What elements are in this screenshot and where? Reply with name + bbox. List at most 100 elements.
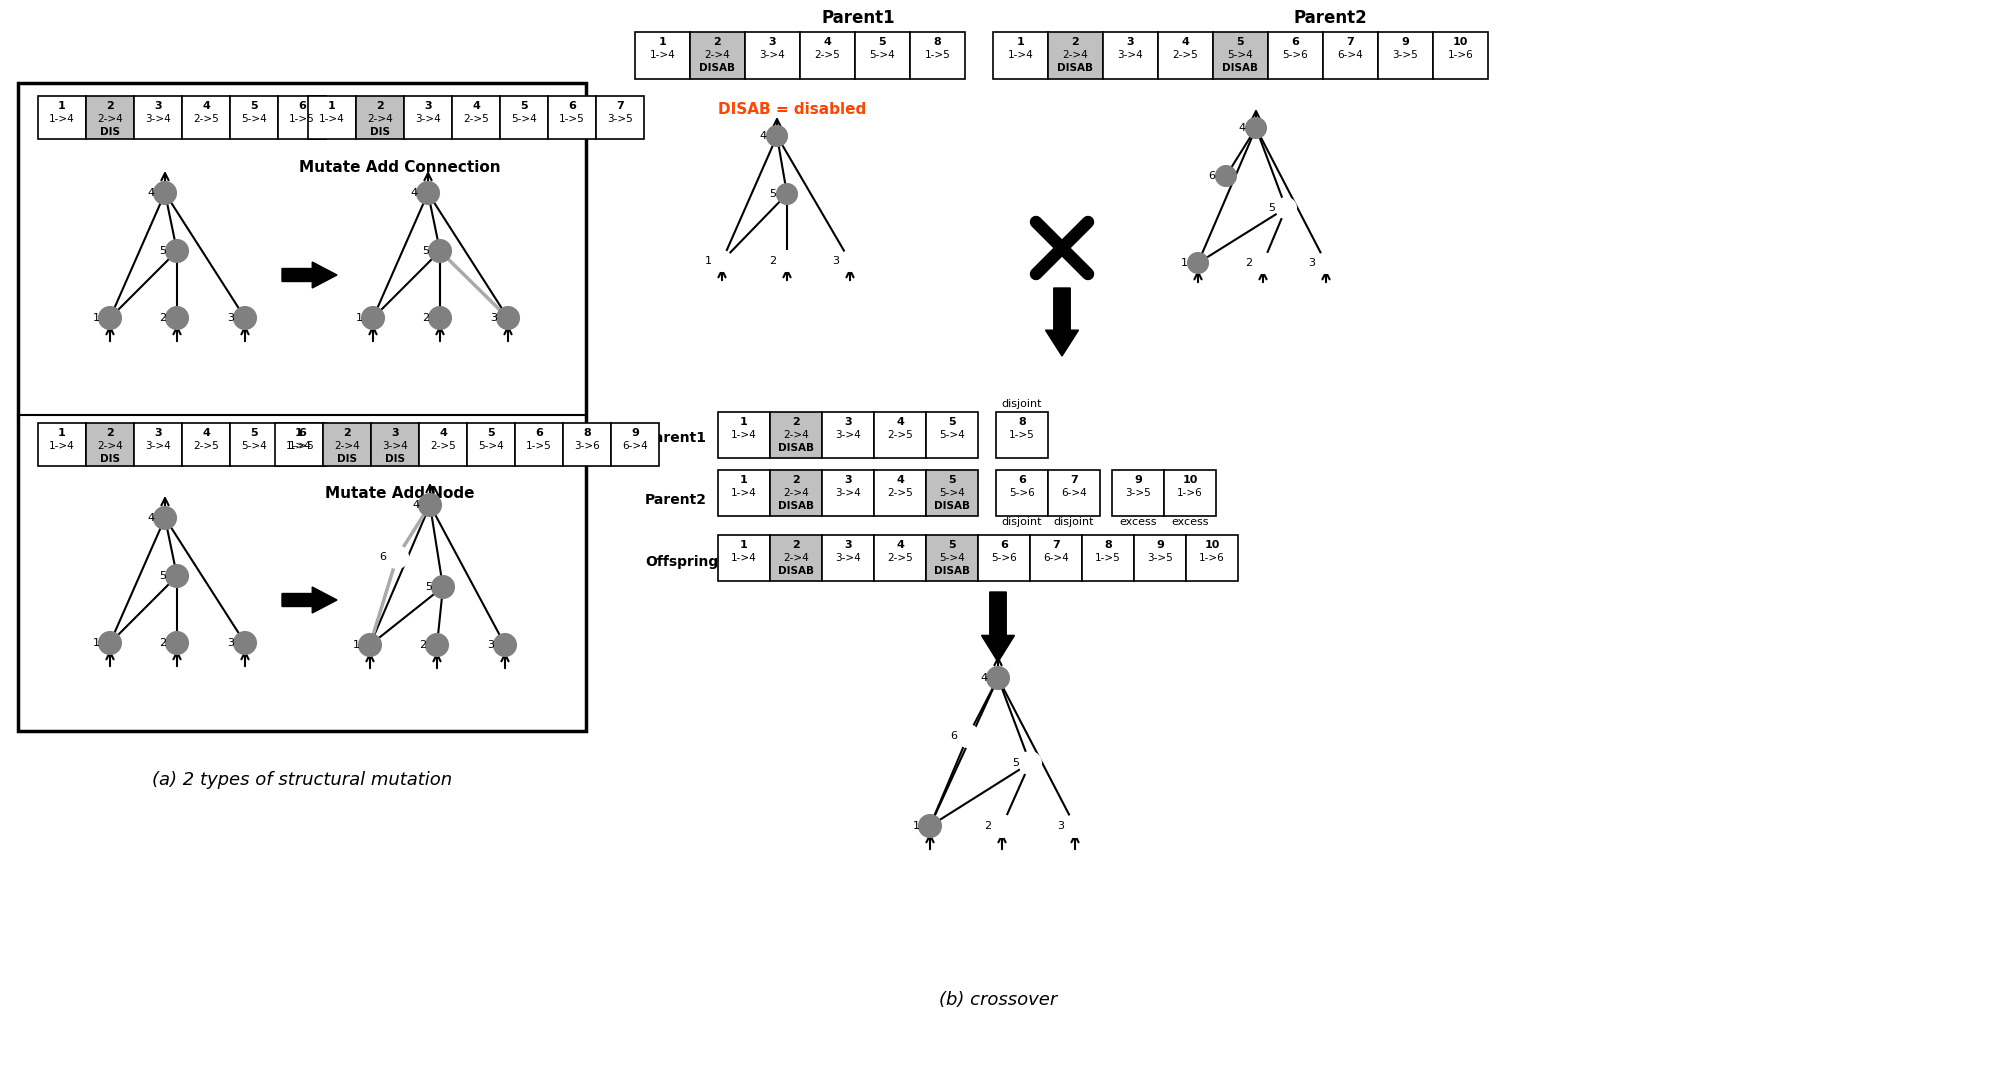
Text: 2->5: 2->5 xyxy=(430,441,456,451)
Text: 2: 2 xyxy=(791,416,799,427)
Text: 7: 7 xyxy=(1069,475,1077,484)
Text: 4: 4 xyxy=(202,101,210,111)
Bar xyxy=(821,470,873,516)
Text: 1->5: 1->5 xyxy=(1009,431,1035,440)
Text: 2: 2 xyxy=(791,540,799,550)
Text: 5->4: 5->4 xyxy=(939,488,965,498)
Text: 4: 4 xyxy=(472,101,480,111)
Text: 4: 4 xyxy=(202,428,210,438)
Bar xyxy=(717,412,769,457)
Text: 1: 1 xyxy=(92,638,100,648)
Text: 6: 6 xyxy=(949,730,957,741)
Text: 2->5: 2->5 xyxy=(194,441,218,451)
Bar xyxy=(1047,32,1103,79)
Text: 2: 2 xyxy=(106,101,114,111)
Text: 2->5: 2->5 xyxy=(1173,50,1197,60)
Text: 1->4: 1->4 xyxy=(50,441,74,451)
Circle shape xyxy=(426,634,448,656)
Text: 4: 4 xyxy=(895,475,903,484)
Text: 3->4: 3->4 xyxy=(835,431,861,440)
Text: 5: 5 xyxy=(1269,203,1275,213)
Text: 1->5: 1->5 xyxy=(559,114,585,124)
Text: 8: 8 xyxy=(583,428,591,438)
Text: 3: 3 xyxy=(154,101,162,111)
Text: 5->4: 5->4 xyxy=(939,554,965,563)
Text: 6: 6 xyxy=(999,540,1007,550)
Circle shape xyxy=(498,308,519,329)
Bar xyxy=(134,423,182,466)
Circle shape xyxy=(234,632,256,654)
Text: 6: 6 xyxy=(535,428,543,438)
Text: DIS: DIS xyxy=(100,454,120,464)
Text: 2->5: 2->5 xyxy=(887,554,913,563)
Text: 5->4: 5->4 xyxy=(511,114,537,124)
Text: 7: 7 xyxy=(615,101,623,111)
Bar xyxy=(468,423,515,466)
Bar xyxy=(717,470,769,516)
Bar xyxy=(635,32,689,79)
FancyArrow shape xyxy=(282,587,338,613)
Text: 5->4: 5->4 xyxy=(1227,50,1253,60)
Text: 4: 4 xyxy=(895,416,903,427)
Circle shape xyxy=(386,546,408,568)
Circle shape xyxy=(1275,199,1295,218)
Text: DISAB = disabled: DISAB = disabled xyxy=(717,103,865,118)
Text: 5->4: 5->4 xyxy=(869,50,895,60)
Text: 10: 10 xyxy=(1203,540,1219,550)
Text: 5: 5 xyxy=(519,101,527,111)
Circle shape xyxy=(1063,815,1085,837)
Text: 3->4: 3->4 xyxy=(146,441,170,451)
Circle shape xyxy=(360,634,382,656)
Text: DIS: DIS xyxy=(386,454,406,464)
Text: 5->4: 5->4 xyxy=(242,441,268,451)
Text: 7: 7 xyxy=(1051,540,1059,550)
Circle shape xyxy=(100,632,122,654)
Text: 5: 5 xyxy=(947,475,955,484)
Circle shape xyxy=(166,240,188,262)
Bar xyxy=(595,96,643,139)
FancyArrow shape xyxy=(1045,288,1079,356)
Circle shape xyxy=(1019,752,1041,774)
Bar xyxy=(134,96,182,139)
Text: 3: 3 xyxy=(490,313,498,323)
Text: 3->4: 3->4 xyxy=(382,441,408,451)
Text: Parent1: Parent1 xyxy=(821,9,895,27)
Circle shape xyxy=(430,240,452,262)
Text: 1->6: 1->6 xyxy=(1447,50,1473,60)
Text: 4: 4 xyxy=(979,673,987,683)
Text: 1->6: 1->6 xyxy=(1177,488,1203,498)
Text: 5: 5 xyxy=(250,101,258,111)
Circle shape xyxy=(418,182,440,204)
Text: 4: 4 xyxy=(410,188,418,199)
Bar xyxy=(855,32,909,79)
Text: DISAB: DISAB xyxy=(933,501,969,511)
Circle shape xyxy=(767,126,787,146)
Text: 5: 5 xyxy=(879,37,885,47)
Bar xyxy=(86,96,134,139)
Text: Parent2: Parent2 xyxy=(1293,9,1367,27)
Text: DISAB: DISAB xyxy=(699,63,735,73)
Bar xyxy=(563,423,611,466)
Text: 3: 3 xyxy=(831,256,839,267)
Circle shape xyxy=(154,182,176,204)
Circle shape xyxy=(432,576,454,598)
Circle shape xyxy=(1253,252,1273,273)
Bar xyxy=(230,423,278,466)
Bar xyxy=(500,96,547,139)
Text: 1: 1 xyxy=(911,821,919,831)
Text: 2->4: 2->4 xyxy=(703,50,729,60)
Text: DISAB: DISAB xyxy=(933,566,969,576)
Text: 6: 6 xyxy=(567,101,575,111)
Bar xyxy=(873,470,925,516)
Circle shape xyxy=(420,494,442,516)
Text: 9: 9 xyxy=(1155,540,1163,550)
Text: 1: 1 xyxy=(352,640,360,650)
Circle shape xyxy=(494,634,515,656)
Text: 1->4: 1->4 xyxy=(731,488,757,498)
Text: Offspring: Offspring xyxy=(645,555,717,569)
Text: 3: 3 xyxy=(843,540,851,550)
Text: 2: 2 xyxy=(160,638,166,648)
Text: 8: 8 xyxy=(933,37,941,47)
FancyArrow shape xyxy=(282,262,338,288)
Text: 1: 1 xyxy=(703,256,711,267)
